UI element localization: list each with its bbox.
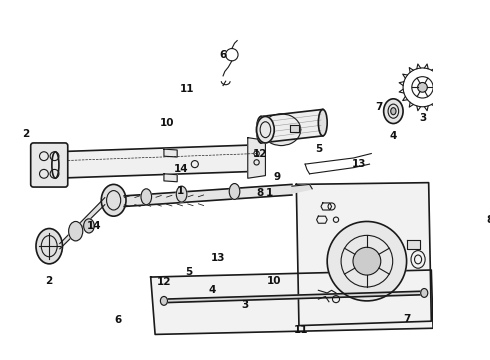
- Polygon shape: [290, 125, 299, 132]
- Polygon shape: [60, 198, 105, 249]
- FancyBboxPatch shape: [31, 143, 68, 187]
- Polygon shape: [124, 184, 292, 207]
- Text: 11: 11: [294, 325, 308, 335]
- Text: 7: 7: [375, 102, 383, 112]
- Circle shape: [327, 221, 407, 301]
- Ellipse shape: [257, 117, 266, 143]
- Text: 4: 4: [390, 131, 397, 141]
- Polygon shape: [296, 183, 431, 325]
- Ellipse shape: [101, 184, 126, 216]
- Text: 2: 2: [22, 129, 29, 139]
- Text: 14: 14: [174, 165, 189, 174]
- Ellipse shape: [69, 221, 83, 241]
- Ellipse shape: [52, 152, 59, 178]
- Polygon shape: [262, 114, 301, 145]
- Polygon shape: [248, 138, 266, 178]
- Polygon shape: [164, 149, 177, 157]
- Text: 13: 13: [211, 253, 225, 263]
- Text: 2: 2: [46, 276, 53, 287]
- Text: 13: 13: [352, 159, 366, 169]
- Text: 10: 10: [160, 118, 174, 128]
- Ellipse shape: [36, 229, 62, 264]
- Ellipse shape: [160, 297, 168, 305]
- Text: 9: 9: [274, 172, 281, 182]
- Polygon shape: [292, 184, 312, 193]
- Polygon shape: [261, 109, 323, 143]
- Ellipse shape: [141, 189, 151, 205]
- Text: 6: 6: [220, 50, 227, 60]
- Text: 1: 1: [176, 186, 184, 196]
- Text: 14: 14: [86, 221, 101, 231]
- Polygon shape: [151, 270, 433, 334]
- Text: 5: 5: [315, 144, 322, 154]
- Polygon shape: [55, 145, 261, 178]
- Text: 10: 10: [267, 276, 281, 287]
- Text: 3: 3: [419, 113, 426, 123]
- Polygon shape: [164, 291, 424, 303]
- Text: 1: 1: [266, 188, 273, 198]
- Text: 6: 6: [115, 315, 122, 325]
- Circle shape: [417, 82, 427, 92]
- Ellipse shape: [318, 109, 327, 136]
- Ellipse shape: [84, 219, 94, 233]
- Text: 12: 12: [157, 276, 172, 287]
- Polygon shape: [164, 174, 177, 182]
- Text: 8: 8: [487, 215, 490, 225]
- Text: 7: 7: [403, 314, 410, 324]
- Text: 3: 3: [242, 301, 248, 310]
- Text: 5: 5: [185, 267, 193, 277]
- Circle shape: [353, 247, 381, 275]
- Text: 12: 12: [253, 149, 268, 158]
- Ellipse shape: [176, 186, 187, 202]
- Text: 11: 11: [179, 85, 194, 94]
- Ellipse shape: [229, 184, 240, 199]
- Ellipse shape: [391, 108, 396, 115]
- Polygon shape: [407, 240, 420, 249]
- Text: 8: 8: [256, 188, 264, 198]
- Ellipse shape: [384, 99, 403, 123]
- Ellipse shape: [421, 288, 428, 297]
- Text: 4: 4: [208, 285, 216, 294]
- Ellipse shape: [257, 117, 274, 143]
